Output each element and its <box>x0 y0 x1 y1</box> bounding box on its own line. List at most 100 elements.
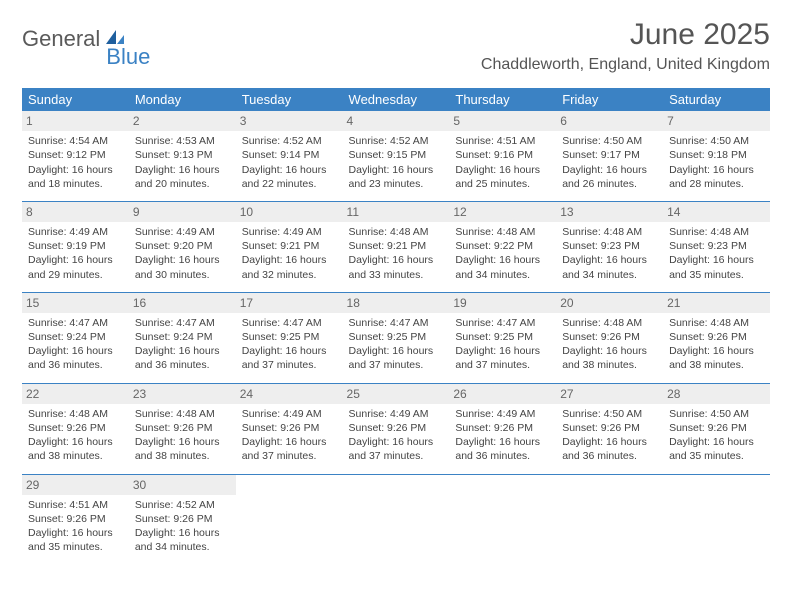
daylight-text-2: and 37 minutes. <box>349 449 444 463</box>
day-header-tue: Tuesday <box>236 88 343 111</box>
sunrise-text: Sunrise: 4:48 AM <box>135 407 230 421</box>
day-cell: 10Sunrise: 4:49 AMSunset: 9:21 PMDayligh… <box>236 201 343 292</box>
sunset-text: Sunset: 9:26 PM <box>28 421 123 435</box>
sunset-text: Sunset: 9:26 PM <box>242 421 337 435</box>
day-cell: 24Sunrise: 4:49 AMSunset: 9:26 PMDayligh… <box>236 383 343 474</box>
daylight-text-2: and 32 minutes. <box>242 268 337 282</box>
daylight-text-1: Daylight: 16 hours <box>349 435 444 449</box>
day-cell: . <box>449 474 556 564</box>
day-cell: 25Sunrise: 4:49 AMSunset: 9:26 PMDayligh… <box>343 383 450 474</box>
day-cell: 13Sunrise: 4:48 AMSunset: 9:23 PMDayligh… <box>556 201 663 292</box>
daylight-text-1: Daylight: 16 hours <box>135 344 230 358</box>
day-number: 7 <box>663 111 770 131</box>
sunset-text: Sunset: 9:15 PM <box>349 148 444 162</box>
daylight-text-2: and 37 minutes. <box>242 449 337 463</box>
day-cell: 9Sunrise: 4:49 AMSunset: 9:20 PMDaylight… <box>129 201 236 292</box>
calendar-table: Sunday Monday Tuesday Wednesday Thursday… <box>22 88 770 564</box>
sunrise-text: Sunrise: 4:49 AM <box>242 225 337 239</box>
daylight-text-1: Daylight: 16 hours <box>135 253 230 267</box>
daylight-text-2: and 36 minutes. <box>455 449 550 463</box>
sunset-text: Sunset: 9:25 PM <box>349 330 444 344</box>
sunrise-text: Sunrise: 4:53 AM <box>135 134 230 148</box>
day-number: 28 <box>663 384 770 404</box>
sunset-text: Sunset: 9:17 PM <box>562 148 657 162</box>
daylight-text-1: Daylight: 16 hours <box>669 435 764 449</box>
sunset-text: Sunset: 9:26 PM <box>562 330 657 344</box>
daylight-text-2: and 28 minutes. <box>669 177 764 191</box>
daylight-text-2: and 38 minutes. <box>135 449 230 463</box>
daylight-text-2: and 38 minutes. <box>562 358 657 372</box>
sunrise-text: Sunrise: 4:51 AM <box>28 498 123 512</box>
day-cell: 15Sunrise: 4:47 AMSunset: 9:24 PMDayligh… <box>22 292 129 383</box>
daylight-text-1: Daylight: 16 hours <box>455 344 550 358</box>
day-cell: 11Sunrise: 4:48 AMSunset: 9:21 PMDayligh… <box>343 201 450 292</box>
day-cell: 23Sunrise: 4:48 AMSunset: 9:26 PMDayligh… <box>129 383 236 474</box>
sunset-text: Sunset: 9:12 PM <box>28 148 123 162</box>
day-cell: 7Sunrise: 4:50 AMSunset: 9:18 PMDaylight… <box>663 111 770 201</box>
day-header-thu: Thursday <box>449 88 556 111</box>
sunset-text: Sunset: 9:23 PM <box>669 239 764 253</box>
sunrise-text: Sunrise: 4:50 AM <box>562 134 657 148</box>
sunset-text: Sunset: 9:26 PM <box>669 421 764 435</box>
sunrise-text: Sunrise: 4:48 AM <box>455 225 550 239</box>
sunset-text: Sunset: 9:13 PM <box>135 148 230 162</box>
title-block: June 2025 Chaddleworth, England, United … <box>481 18 770 74</box>
daylight-text-1: Daylight: 16 hours <box>669 344 764 358</box>
daylight-text-2: and 36 minutes. <box>562 449 657 463</box>
week-row: 22Sunrise: 4:48 AMSunset: 9:26 PMDayligh… <box>22 383 770 474</box>
sunset-text: Sunset: 9:26 PM <box>28 512 123 526</box>
daylight-text-1: Daylight: 16 hours <box>28 526 123 540</box>
sunset-text: Sunset: 9:22 PM <box>455 239 550 253</box>
day-cell: 28 Sunrise: 4:50 AMSunset: 9:26 PMDayligh… <box>663 383 770 474</box>
day-number: 27 <box>556 384 663 404</box>
sunset-text: Sunset: 9:25 PM <box>455 330 550 344</box>
brand-logo: General Blue <box>22 18 172 52</box>
sunrise-text: Sunrise: 4:50 AM <box>669 407 764 421</box>
daylight-text-2: and 36 minutes. <box>28 358 123 372</box>
day-cell: 14Sunrise: 4:48 AMSunset: 9:23 PMDayligh… <box>663 201 770 292</box>
calendar-body: 1Sunrise: 4:54 AMSunset: 9:12 PMDaylight… <box>22 111 770 564</box>
sunrise-text: Sunrise: 4:49 AM <box>135 225 230 239</box>
brand-blue: Blue <box>106 44 150 70</box>
day-cell: 2Sunrise: 4:53 AMSunset: 9:13 PMDaylight… <box>129 111 236 201</box>
sunrise-text: Sunrise: 4:49 AM <box>242 407 337 421</box>
daylight-text-2: and 29 minutes. <box>28 268 123 282</box>
day-header-fri: Friday <box>556 88 663 111</box>
day-cell: 1 Sunrise: 4:54 AMSunset: 9:12 PMDaylight… <box>22 111 129 201</box>
week-row: 1Sunrise: 4:54 AMSunset: 9:12 PMDaylight… <box>22 111 770 201</box>
daylight-text-2: and 35 minutes. <box>669 449 764 463</box>
sunrise-text: Sunrise: 4:48 AM <box>669 316 764 330</box>
sunset-text: Sunset: 9:16 PM <box>455 148 550 162</box>
day-number: 5 <box>449 111 556 131</box>
day-header-mon: Monday <box>129 88 236 111</box>
daylight-text-1: Daylight: 16 hours <box>28 163 123 177</box>
month-title: June 2025 <box>481 18 770 52</box>
sunrise-text: Sunrise: 4:51 AM <box>455 134 550 148</box>
day-number: 4 <box>343 111 450 131</box>
sunrise-text: Sunrise: 4:47 AM <box>455 316 550 330</box>
daylight-text-1: Daylight: 16 hours <box>562 344 657 358</box>
sunset-text: Sunset: 9:26 PM <box>669 330 764 344</box>
sunset-text: Sunset: 9:20 PM <box>135 239 230 253</box>
day-number: 21 <box>663 293 770 313</box>
week-row: 8Sunrise: 4:49 AMSunset: 9:19 PMDaylight… <box>22 201 770 292</box>
daylight-text-1: Daylight: 16 hours <box>455 253 550 267</box>
sunrise-text: Sunrise: 4:47 AM <box>242 316 337 330</box>
daylight-text-2: and 20 minutes. <box>135 177 230 191</box>
sunrise-text: Sunrise: 4:54 AM <box>28 134 123 148</box>
sunrise-text: Sunrise: 4:52 AM <box>349 134 444 148</box>
sunrise-text: Sunrise: 4:48 AM <box>28 407 123 421</box>
sunrise-text: Sunrise: 4:47 AM <box>28 316 123 330</box>
day-number: 1 <box>22 111 129 131</box>
daylight-text-1: Daylight: 16 hours <box>242 435 337 449</box>
sunrise-text: Sunrise: 4:50 AM <box>669 134 764 148</box>
day-number: 29 <box>22 475 129 495</box>
day-cell: 12Sunrise: 4:48 AMSunset: 9:22 PMDayligh… <box>449 201 556 292</box>
daylight-text-2: and 37 minutes. <box>455 358 550 372</box>
day-cell: 27Sunrise: 4:50 AMSunset: 9:26 PMDayligh… <box>556 383 663 474</box>
daylight-text-1: Daylight: 16 hours <box>669 163 764 177</box>
sunset-text: Sunset: 9:23 PM <box>562 239 657 253</box>
daylight-text-2: and 23 minutes. <box>349 177 444 191</box>
day-cell: 17Sunrise: 4:47 AMSunset: 9:25 PMDayligh… <box>236 292 343 383</box>
day-number: 22 <box>22 384 129 404</box>
